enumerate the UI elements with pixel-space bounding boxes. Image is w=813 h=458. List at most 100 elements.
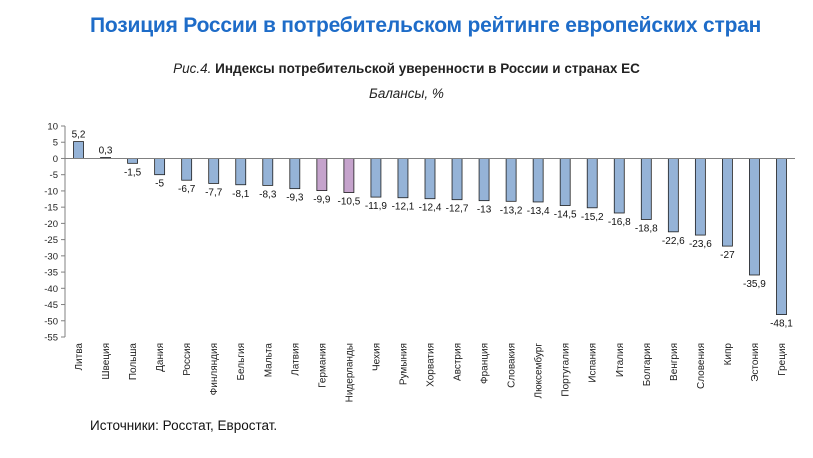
figure-title: Индексы потребительской уверенности в Ро… [215, 61, 640, 76]
data-label: -9,9 [313, 195, 331, 206]
x-tick-label: Португалия [561, 343, 572, 397]
figure-number: Рис.4. [173, 61, 212, 76]
bar [181, 158, 193, 181]
bar [235, 158, 247, 186]
data-label: 5,2 [72, 130, 86, 141]
x-tick-label: Испания [588, 343, 599, 383]
data-label: -13 [477, 205, 492, 216]
data-label: -27 [720, 250, 735, 261]
x-tick-label: Финляндия [209, 343, 220, 395]
x-tick-label: Дания [155, 343, 166, 372]
x-axis-group: Литва Швеция Польша Дания Россия Финляндия Бел… [65, 157, 795, 402]
data-label: -16,8 [608, 217, 631, 228]
x-tick-label: Бельгия [236, 343, 247, 381]
bar [451, 158, 463, 201]
data-label: -23,6 [689, 239, 712, 250]
x-tick-label: Россия [182, 343, 193, 376]
data-label: -14,5 [554, 210, 577, 221]
data-label: -13,2 [500, 205, 523, 216]
data-label: -7,7 [205, 187, 223, 198]
x-tick-label: Австрия [453, 343, 464, 381]
bar [154, 158, 166, 176]
bar [289, 158, 301, 190]
data-label: -10,5 [337, 197, 360, 208]
y-tick-label: 10 [47, 122, 58, 133]
x-tick-label: Франция [480, 343, 491, 384]
y-tick-label: -15 [44, 203, 58, 214]
data-label: -6,7 [178, 184, 196, 195]
bar [586, 158, 598, 209]
bar [478, 158, 490, 202]
data-label: -48,1 [770, 319, 793, 330]
data-label: -11,9 [365, 201, 387, 212]
bar [343, 158, 355, 193]
data-label: -35,9 [743, 279, 766, 290]
bar [722, 158, 733, 247]
y-tick-label: -50 [44, 316, 58, 327]
bar [776, 158, 787, 316]
bar [424, 158, 436, 200]
page-title: Позиция России в потребительском рейтинг… [90, 14, 762, 37]
x-tick-label: Швеция [101, 343, 112, 380]
data-label: -12,1 [392, 202, 415, 213]
y-tick-label: 5 [53, 138, 58, 149]
data-label: -18,8 [635, 223, 658, 234]
x-tick-label: Словакия [507, 343, 518, 388]
figure-subtitle: Балансы, % [369, 86, 444, 101]
bar [613, 158, 625, 214]
y-tick-label: -35 [44, 268, 58, 279]
source-note: Источники: Росстат, Евростат. [90, 418, 278, 433]
x-tick-label: Венгрия [669, 343, 680, 381]
y-tick-label: -25 [44, 235, 58, 246]
x-tick-label: Греция [777, 343, 788, 376]
data-label: -12,7 [446, 204, 469, 215]
x-tick-label: Чехия [371, 343, 382, 371]
bar [316, 158, 328, 191]
bar [559, 158, 571, 206]
data-label: -13,4 [527, 206, 550, 217]
data-label: 0,3 [99, 145, 113, 156]
data-label: -15,2 [581, 212, 604, 223]
x-tick-label: Польша [128, 343, 139, 381]
x-tick-label: Люксембург [533, 343, 545, 399]
x-tick-label: Мальта [263, 343, 274, 378]
bar [370, 158, 382, 198]
bar [532, 158, 544, 203]
x-tick-label: Румыния [398, 343, 409, 385]
y-tick-label: -45 [44, 300, 58, 311]
bar [397, 158, 409, 199]
data-label: -22,6 [662, 236, 685, 247]
bar [749, 158, 760, 276]
data-label: -12,4 [419, 203, 442, 214]
bar [505, 158, 517, 202]
bar [208, 158, 220, 184]
x-tick-label: Болгария [642, 343, 653, 386]
x-tick-label: Латвия [290, 343, 301, 376]
bar [667, 158, 679, 233]
y-tick-label: -10 [44, 186, 58, 197]
data-label: -1,5 [124, 167, 142, 178]
y-tick-label: -20 [44, 219, 58, 230]
y-tick-label: -5 [50, 170, 58, 181]
bar [73, 141, 84, 159]
data-label: -9,3 [286, 193, 304, 204]
y-tick-label: -55 [44, 333, 58, 344]
bars-group: 5,2 0,3 -1,5 -5 -6,7 -7,7 -8,1 -8,3 -9,3 -9,9 -10,… [72, 130, 794, 330]
x-tick-label: Эстония [750, 343, 761, 382]
x-tick-label: Германия [317, 343, 328, 388]
bar [640, 158, 652, 220]
x-tick-label: Словения [696, 343, 707, 389]
bar [127, 158, 138, 164]
y-tick-label: 0 [53, 154, 58, 165]
x-tick-label: Италия [615, 343, 626, 377]
x-tick-label: Литва [74, 343, 85, 371]
data-label: -8,1 [232, 189, 250, 200]
y-tick-label: -30 [44, 251, 58, 262]
x-tick-label: Кипр [723, 343, 734, 366]
y-tick-label: -40 [44, 284, 58, 295]
bar [694, 158, 706, 236]
data-label: -8,3 [259, 189, 277, 200]
y-axis-group: 10 5 0 -5 -10 -15 -20 -25 -30 -35 -40 -45 -50 -55 [44, 122, 66, 344]
figure-title-line: Рис.4. Индексы потребительской увереннос… [0, 61, 813, 76]
